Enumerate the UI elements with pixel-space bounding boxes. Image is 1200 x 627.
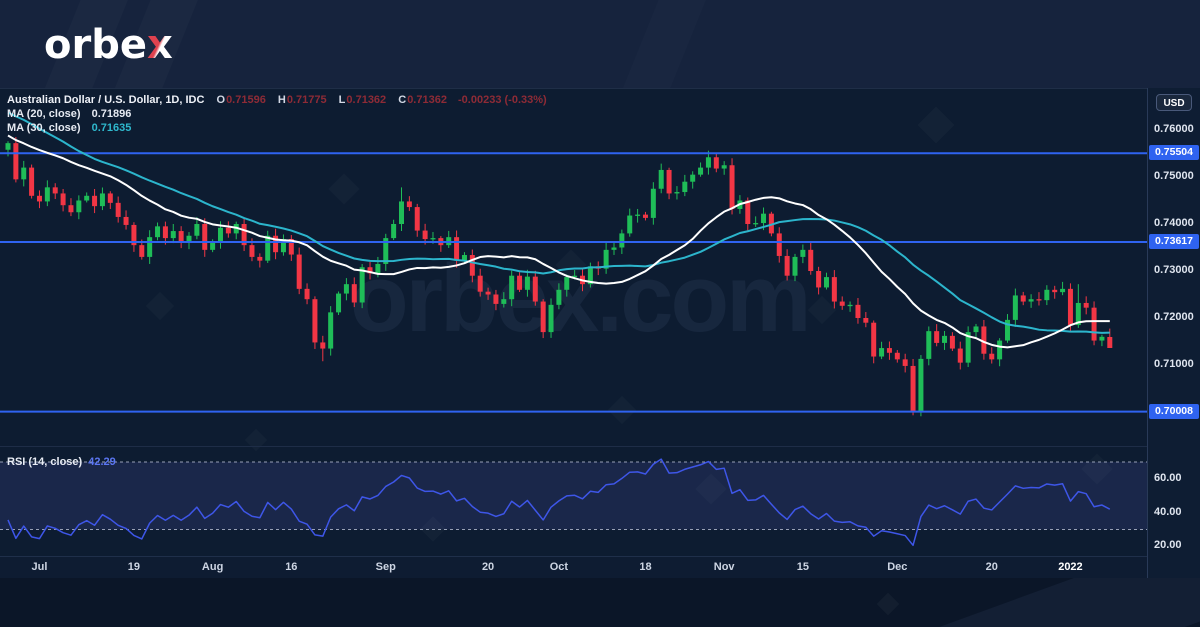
rsi-tick-label: 40.00 xyxy=(1154,505,1182,518)
change-value: -0.00233 (-0.33%) xyxy=(458,94,547,106)
price-axis[interactable]: USD 0.76000 0.75000 0.74000 0.73000 0.72000 0… xyxy=(1147,88,1200,578)
open-value: 0.71596 xyxy=(226,94,266,106)
chart-pane-background xyxy=(0,88,1147,556)
close-value: 0.71362 xyxy=(407,94,447,106)
decor-ribbon xyxy=(934,578,1200,627)
logo-text: orbe xyxy=(44,22,147,68)
time-tick-label: 20 xyxy=(985,561,998,573)
time-tick-label: Sep xyxy=(375,561,396,573)
time-tick-label: 2022 xyxy=(1058,561,1083,573)
candles-layer xyxy=(0,111,1147,417)
time-tick-label: Oct xyxy=(549,561,569,573)
ma30-value: 0.71635 xyxy=(91,122,132,134)
price-tick-label: 0.71000 xyxy=(1154,358,1194,370)
rsi-layer xyxy=(0,458,1147,547)
decor-streak xyxy=(612,0,713,88)
ma30-row: MA (30, close) 0.71635 xyxy=(7,121,547,135)
orbex-logo: orbex xyxy=(44,22,173,68)
time-tick-label: 15 xyxy=(796,561,809,573)
rsi-tick-label: 60.00 xyxy=(1154,471,1182,484)
symbol-title: Australian Dollar / U.S. Dollar, 1D, IDC xyxy=(7,94,205,106)
rsi-line xyxy=(7,458,1111,547)
rsi-value: 42.29 xyxy=(88,456,116,468)
orbex-watermark: orbex.com xyxy=(350,245,811,352)
open-label: O xyxy=(216,94,226,106)
price-tick-label: 0.72000 xyxy=(1154,311,1194,323)
time-axis[interactable]: Jul 19 Aug 16 Sep 20 Oct 18 Nov 15 Dec 20 2022 xyxy=(0,556,1147,578)
price-tick-label: 0.75000 xyxy=(1154,170,1194,182)
bottom-banner xyxy=(0,578,1200,627)
decor-diamond xyxy=(877,593,900,616)
close-label: C xyxy=(398,94,407,106)
price-level-badge: 0.73617 xyxy=(1149,234,1199,249)
low-label: L xyxy=(338,94,346,106)
logo-x-glyph: x xyxy=(146,22,173,68)
ma20-value: 0.71896 xyxy=(91,108,132,120)
ma30-line xyxy=(7,111,1110,334)
top-banner xyxy=(0,0,1200,88)
time-tick-label: Nov xyxy=(713,561,735,573)
time-tick-label: 16 xyxy=(285,561,298,573)
high-value: 0.71775 xyxy=(286,94,327,106)
ma20-row: MA (20, close) 0.71896 xyxy=(7,107,547,121)
time-tick-label: Aug xyxy=(201,561,224,573)
symbol-row: Australian Dollar / U.S. Dollar, 1D, IDC… xyxy=(7,93,547,107)
price-tick-label: 0.73000 xyxy=(1154,264,1194,276)
chart-legend: Australian Dollar / U.S. Dollar, 1D, IDC… xyxy=(7,93,547,135)
low-value: 0.71362 xyxy=(346,94,387,106)
price-level-badge: 0.75504 xyxy=(1149,145,1199,161)
price-level-badge: 0.70008 xyxy=(1149,403,1199,419)
price-tick-label: 0.74000 xyxy=(1154,217,1194,229)
high-label: H xyxy=(277,94,286,106)
rsi-legend: RSI (14, close) 42.29 xyxy=(7,456,116,468)
ma20-line xyxy=(7,134,1110,349)
time-tick-label: Jul xyxy=(31,561,48,573)
ma30-label: MA (30, close) xyxy=(7,122,81,134)
time-tick-label: Dec xyxy=(887,561,908,573)
rsi-label: RSI (14, close) xyxy=(7,456,83,468)
currency-badge: USD xyxy=(1156,94,1192,111)
price-chart[interactable] xyxy=(0,88,1147,556)
time-tick-label: 19 xyxy=(127,561,141,573)
ma20-label: MA (20, close) xyxy=(7,108,81,120)
rsi-tick-label: 20.00 xyxy=(1154,539,1182,552)
price-tick-label: 0.76000 xyxy=(1154,123,1194,135)
time-tick-label: 18 xyxy=(639,561,652,573)
time-tick-label: 20 xyxy=(481,561,495,573)
